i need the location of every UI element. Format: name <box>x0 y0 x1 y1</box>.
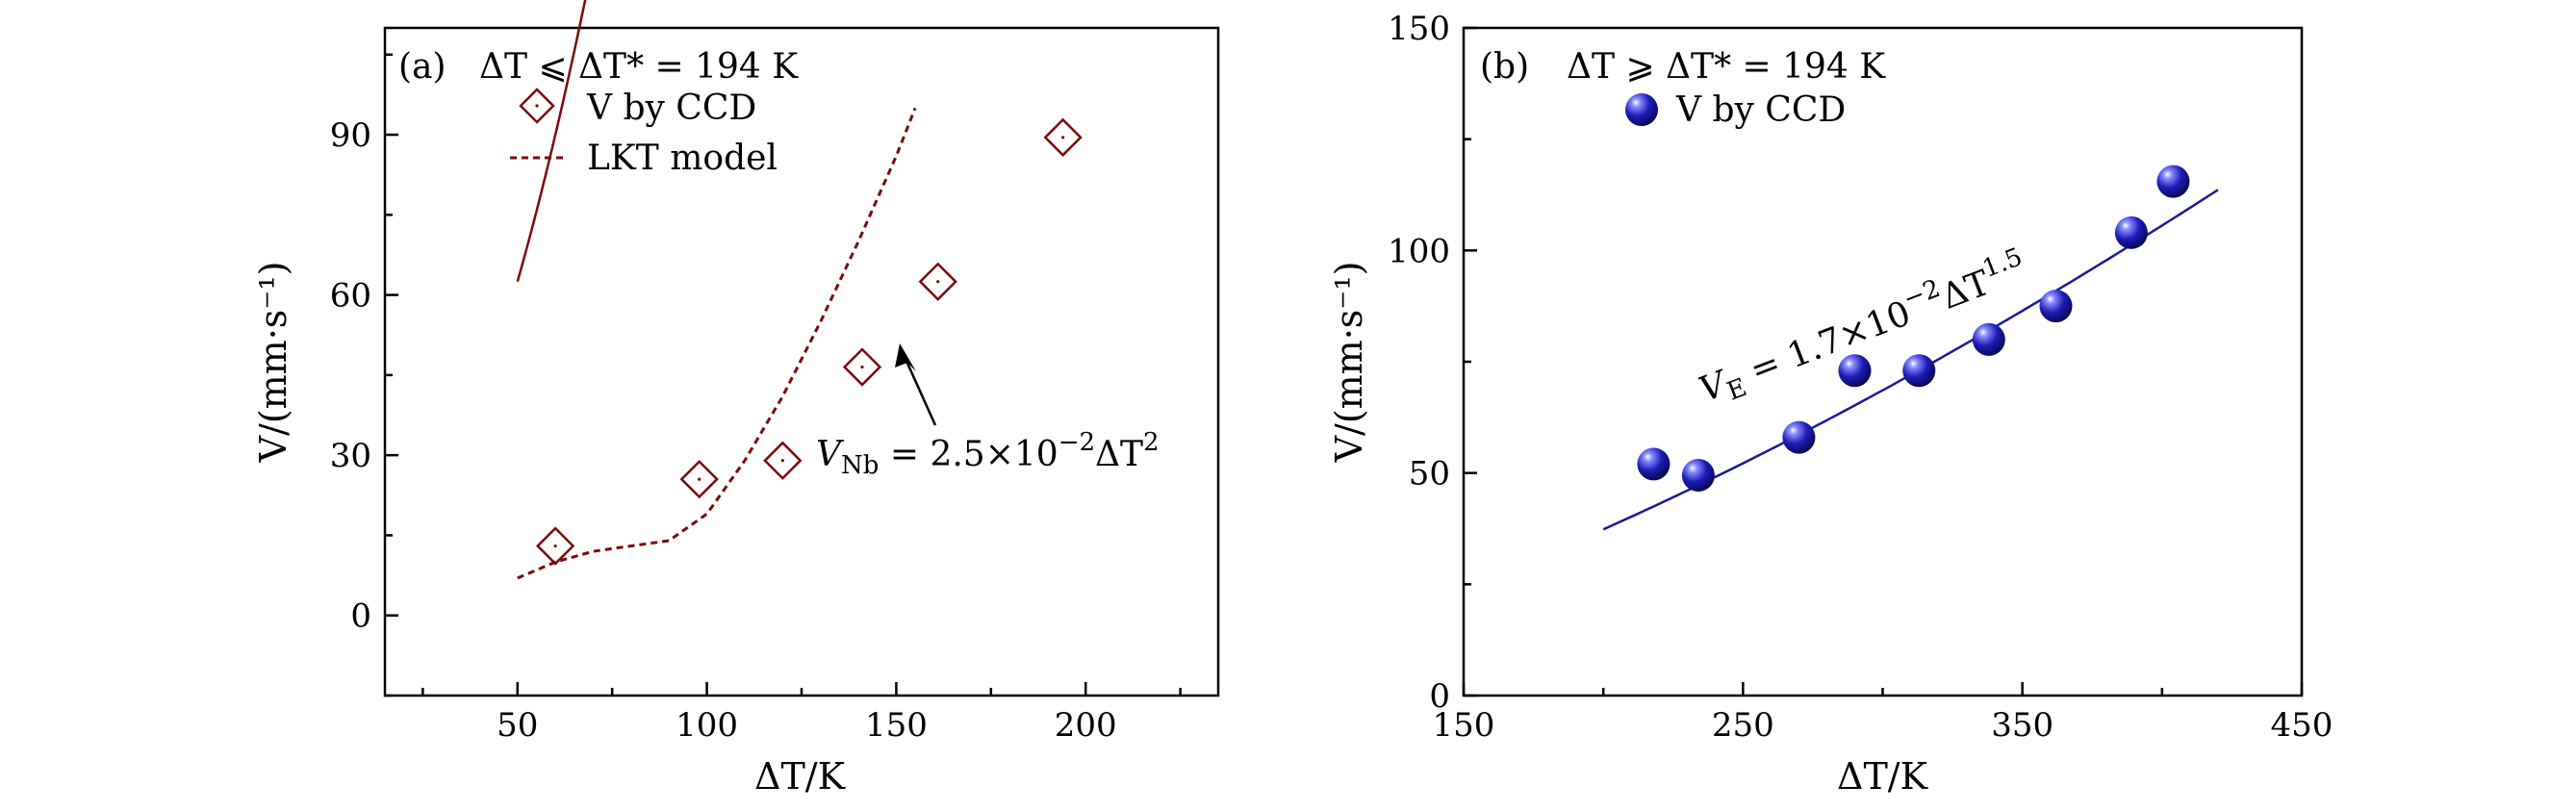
data-point-sphere <box>1838 354 1872 388</box>
x-tick-label: 50 <box>497 706 538 745</box>
annotation-arrowhead <box>895 343 916 371</box>
data-point-sphere <box>1782 420 1816 454</box>
data-point-sphere <box>1902 354 1936 388</box>
data-point-diamond <box>842 347 882 387</box>
panel-a-legend-ccd: V by CCD <box>586 89 756 128</box>
x-tick-label: 200 <box>1055 706 1117 745</box>
panel-a: 50 100 150 200 0 30 60 90 (a) ΔT ⩽ ΔT* = 194 K… <box>252 0 1220 798</box>
y-tick-label: 150 <box>1388 10 1450 48</box>
x-tick-label: 350 <box>1991 706 2053 745</box>
panel-b-legend: V by CCD <box>1625 90 1846 130</box>
y-tick-label: 0 <box>350 597 371 636</box>
panel-b-data-points <box>1637 165 2190 492</box>
panel-b-legend-ccd: V by CCD <box>1675 90 1846 130</box>
panel-a-y-label: V/(mm·s⁻¹) <box>252 262 294 464</box>
diamond-center-dot <box>860 365 864 369</box>
panel-b-title: ΔT ⩾ ΔT* = 194 K <box>1567 47 1886 87</box>
panel-b-frame <box>1462 26 2304 697</box>
panel-b-y-label: V/(mm·s⁻¹) <box>1328 262 1370 464</box>
data-point-sphere <box>1637 447 1671 481</box>
legend-sphere-marker <box>1625 93 1658 126</box>
data-point-diamond <box>679 459 719 499</box>
diamond-center-dot <box>698 477 701 481</box>
data-point-diamond <box>763 441 803 480</box>
x-tick-label: 150 <box>1433 706 1495 745</box>
diamond-center-dot <box>553 544 557 548</box>
panel-b-x-label: ΔT/K <box>1837 755 1928 798</box>
panel-a-y-ticks: 0 30 60 90 <box>330 53 398 697</box>
diamond-center-dot <box>780 459 784 463</box>
y-tick-label: 0 <box>1429 677 1450 716</box>
panel-a-label: (a) <box>398 47 446 87</box>
data-point-sphere <box>1972 322 2005 356</box>
panel-a-data-points <box>535 117 1083 566</box>
panel-b: 150 250 350 450 0 50 100 150 (b) ΔT ⩾ ΔT* = 19… <box>1328 10 2333 798</box>
panel-b-y-ticks: 0 50 100 150 <box>1388 10 1477 716</box>
x-tick-label: 450 <box>2271 706 2334 745</box>
panel-a-x-label: ΔT/K <box>754 755 846 798</box>
diamond-outline <box>679 459 719 499</box>
y-tick-label: 30 <box>330 437 371 475</box>
data-point-sphere <box>2039 290 2073 323</box>
y-tick-label: 60 <box>330 277 371 316</box>
diamond-outline <box>535 526 575 566</box>
legend-diamond-dot <box>535 104 539 108</box>
diamond-outline <box>763 441 803 480</box>
y-tick-label: 90 <box>330 116 371 155</box>
x-tick-label: 250 <box>1712 706 1774 745</box>
annotation-arrow <box>904 358 937 426</box>
x-tick-label: 100 <box>676 706 738 745</box>
data-point-sphere <box>2114 215 2148 249</box>
lkt-model-curve <box>517 107 917 580</box>
legend-diamond-marker <box>519 88 555 124</box>
panel-a-legend: V by CCD LKT model <box>510 88 778 178</box>
data-point-diamond <box>918 262 957 301</box>
data-point-sphere <box>2156 165 2190 198</box>
y-tick-label: 50 <box>1409 455 1450 494</box>
data-point-sphere <box>1681 458 1715 492</box>
data-point-diamond <box>535 526 575 566</box>
panel-b-x-ticks: 150 250 350 450 <box>1433 682 2334 745</box>
diamond-center-dot <box>936 280 940 284</box>
panel-a-x-ticks: 50 100 150 200 <box>421 682 1182 745</box>
diamond-outline <box>918 262 957 301</box>
diamond-center-dot <box>1061 136 1065 139</box>
panel-b-label: (b) <box>1480 47 1529 87</box>
x-tick-label: 150 <box>865 706 928 745</box>
diamond-outline <box>1043 117 1083 157</box>
panel-a-legend-lkt: LKT model <box>587 139 778 178</box>
diamond-outline <box>842 347 882 387</box>
panel-a-title: ΔT ⩽ ΔT* = 194 K <box>479 47 799 87</box>
y-tick-label: 100 <box>1388 232 1450 270</box>
panel-a-equation: VNb = 2.5×10−2ΔT2 <box>816 428 1160 480</box>
data-point-diamond <box>1043 117 1083 157</box>
